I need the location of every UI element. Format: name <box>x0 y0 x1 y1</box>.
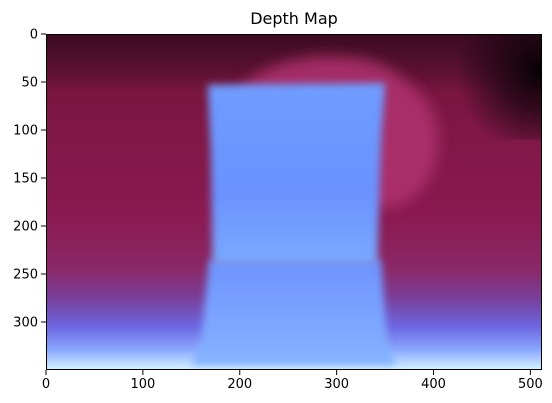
chart-title: Depth Map <box>250 9 338 28</box>
y-axis: 0 50 100 150 200 250 300 <box>13 28 46 331</box>
depth-map-image <box>46 34 542 370</box>
y-tick-label: 50 <box>21 76 38 91</box>
x-axis: 0 100 200 300 400 500 <box>42 370 543 392</box>
depth-far-corner <box>433 34 542 140</box>
x-tick-label: 300 <box>324 377 349 392</box>
y-tick-label: 250 <box>13 268 38 283</box>
y-tick-label: 100 <box>13 124 38 139</box>
plot-frame <box>46 34 542 370</box>
x-tick-label: 500 <box>518 377 543 392</box>
x-tick-label: 400 <box>421 377 446 392</box>
x-tick-label: 100 <box>130 377 155 392</box>
y-tick-label: 0 <box>30 28 38 43</box>
x-tick-label: 200 <box>227 377 252 392</box>
depth-object-lower <box>191 260 397 366</box>
y-tick-label: 300 <box>13 316 38 331</box>
y-tick-label: 150 <box>13 172 38 187</box>
depth-object-upper <box>207 82 386 265</box>
y-tick-label: 200 <box>13 220 38 235</box>
x-tick-label: 0 <box>42 377 50 392</box>
